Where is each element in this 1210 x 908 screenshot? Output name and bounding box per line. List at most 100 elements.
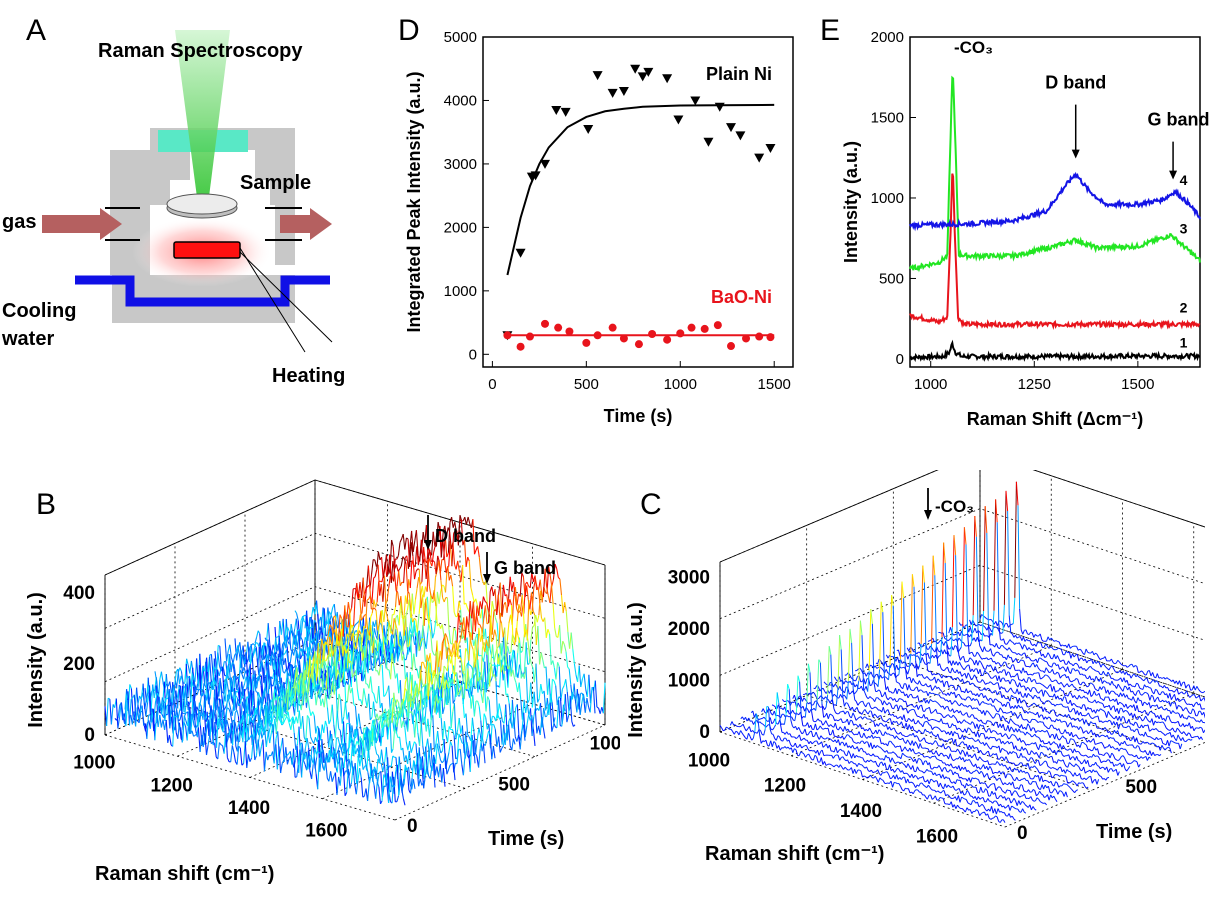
- spectrum-segment: [310, 645, 314, 653]
- spectrum-segment: [406, 537, 409, 540]
- spectrum-segment: [243, 671, 246, 680]
- spectrum-segment: [1174, 702, 1178, 710]
- data-point: [551, 105, 562, 115]
- spectrum-segment: [512, 738, 516, 745]
- annotation-g-band: G band: [494, 558, 556, 578]
- spectrum-segment: [354, 705, 358, 728]
- spectrum-segment: [219, 646, 222, 671]
- spectrum-segment: [295, 682, 299, 693]
- spectrum-segment: [474, 752, 478, 757]
- spectrum-segment: [398, 772, 401, 796]
- spectrum-segment: [588, 674, 592, 704]
- spectrum-segment: [570, 632, 574, 650]
- spectrum-segment: [457, 560, 460, 571]
- spectrum-segment: [357, 670, 361, 676]
- spectrum-segment: [407, 701, 410, 732]
- spectrum-segment: [558, 700, 561, 726]
- spectrum-segment: [493, 653, 497, 663]
- spectrum-segment: [1100, 663, 1104, 668]
- spectrum-segment: [397, 592, 400, 606]
- spectrum-segment: [506, 649, 509, 678]
- spectrum-segment: [338, 693, 342, 700]
- spectrum-segment: [583, 673, 587, 690]
- spectrum-segment: [329, 636, 332, 645]
- spectrum-segment: [433, 673, 437, 690]
- spectrum-segment: [377, 642, 380, 658]
- spectrum-segment: [325, 761, 328, 779]
- spectrum-segment: [510, 605, 514, 642]
- spectrum-segment: [292, 666, 296, 669]
- spectrum-segment: [1087, 667, 1090, 670]
- spectrum-segment: [106, 698, 109, 727]
- spectrum-segment: [959, 631, 962, 637]
- spectrum-segment: [455, 672, 459, 696]
- spectrum-segment: [373, 693, 376, 702]
- spectrum-segment: [1014, 652, 1018, 655]
- spectrum-segment: [482, 651, 486, 662]
- spectrum-segment: [343, 669, 347, 704]
- heater-element: [173, 241, 241, 259]
- spectrum-segment: [330, 748, 334, 760]
- spectrum-segment: [368, 693, 371, 720]
- spectrum-segment: [389, 554, 392, 583]
- spectrum-segment: [1183, 698, 1187, 703]
- spectrum-segment: [556, 568, 559, 578]
- spectrum-segment: [571, 692, 575, 696]
- spectrum-segment: [552, 660, 555, 668]
- spectrum-segment: [361, 595, 365, 614]
- spectrum-segment: [236, 648, 239, 661]
- spectrum-segment: [426, 557, 430, 592]
- spectrum-segment: [256, 630, 259, 638]
- spectrum-segment: [269, 733, 272, 744]
- spectrum-segment: [990, 619, 994, 622]
- spectrum-segment: [1171, 690, 1175, 693]
- spectrum-segment: [1091, 651, 1095, 656]
- spectrum-segment: [1140, 677, 1143, 680]
- spectrum-segment: [232, 654, 236, 664]
- spectrum-segment: [198, 672, 202, 696]
- spectrum-segment: [472, 740, 476, 764]
- spectrum-segment: [241, 763, 244, 766]
- spectrum-segment: [513, 717, 516, 737]
- spectrum-segment: [327, 611, 330, 635]
- spectrum-segment: [437, 555, 440, 562]
- spectrum-segment: [128, 699, 132, 726]
- spectrum-segment: [204, 733, 208, 756]
- spectrum-segment: [481, 735, 484, 744]
- spectrum-segment: [551, 725, 554, 732]
- spectrum-segment: [447, 522, 451, 553]
- spectrum-segment: [1063, 659, 1066, 665]
- spectrum-segment: [1030, 660, 1033, 662]
- spectrum-segment: [393, 692, 396, 707]
- spectrum-segment: [496, 623, 500, 644]
- spectrum-segment: [1073, 654, 1077, 658]
- spectrum-segment: [578, 693, 581, 715]
- spectrum-segment: [506, 623, 510, 641]
- spectrum-segment: [254, 730, 258, 751]
- spectrum-segment: [1060, 649, 1064, 655]
- spectrum-segment: [367, 749, 371, 763]
- spectrum-segment: [410, 707, 414, 725]
- spectrum-segment: [310, 688, 314, 699]
- spectrum-segment: [1185, 707, 1189, 712]
- spectrum-segment: [1095, 652, 1098, 655]
- spectrum-segment: [961, 641, 964, 644]
- spectrum-segment: [423, 746, 427, 779]
- spectrum-segment: [1022, 644, 1025, 650]
- spectrum-segment: [354, 736, 357, 739]
- spectrum-segment: [289, 696, 293, 707]
- spectrum-segment: [1111, 665, 1115, 670]
- spectrum-segment: [261, 731, 265, 739]
- spectrum-segment: [1017, 505, 1021, 609]
- spectrum-segment: [1122, 670, 1126, 675]
- spectrum-segment: [1105, 666, 1108, 669]
- spectrum-segment: [414, 588, 418, 600]
- spectrum-segment: [395, 624, 398, 631]
- spectrum-segment: [429, 767, 433, 779]
- spectrum-segment: [483, 661, 487, 690]
- spectrum-segment: [336, 710, 340, 729]
- spectrum-segment: [363, 688, 366, 698]
- spectrum-segment: [344, 620, 348, 629]
- spectrum-segment: [300, 696, 304, 711]
- spectrum-segment: [1009, 656, 1012, 659]
